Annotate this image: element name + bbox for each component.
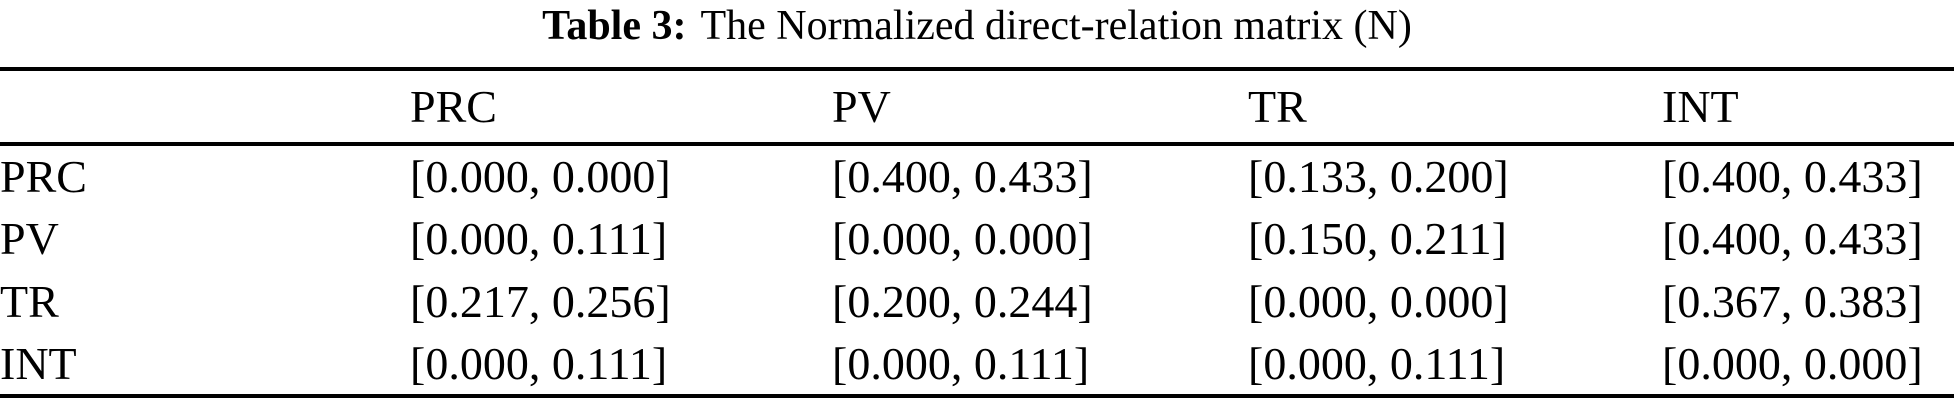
matrix-cell: [0.000, 0.111] <box>410 337 668 389</box>
matrix-cell: [0.000, 0.111] <box>832 337 1090 389</box>
matrix-cell: [0.400, 0.433] <box>832 150 1093 202</box>
row-header-int: INT <box>0 337 77 389</box>
row-header-prc: PRC <box>0 150 87 202</box>
column-header-empty <box>0 69 410 146</box>
normalized-direct-relation-matrix-table: PRC PV TR INT PRC [0.000, 0.000] [0.400,… <box>0 67 1954 398</box>
column-header-tr: TR <box>1248 69 1662 146</box>
table-caption-text: The Normalized direct-relation matrix (N… <box>700 3 1412 49</box>
table-row: INT [0.000, 0.111] [0.000, 0.111] [0.000… <box>0 333 1954 396</box>
matrix-cell: [0.000, 0.111] <box>410 212 668 264</box>
matrix-cell: [0.400, 0.433] <box>1662 212 1923 264</box>
row-header-tr: TR <box>0 275 59 327</box>
matrix-cell: [0.000, 0.000] <box>1248 275 1509 327</box>
column-header-prc: PRC <box>410 69 832 146</box>
matrix-cell: [0.000, 0.000] <box>832 212 1093 264</box>
table-row: TR [0.217, 0.256] [0.200, 0.244] [0.000,… <box>0 270 1954 333</box>
matrix-cell: [0.400, 0.433] <box>1662 150 1923 202</box>
table-header-row: PRC PV TR INT <box>0 69 1954 146</box>
matrix-cell: [0.000, 0.111] <box>1248 337 1506 389</box>
row-header-pv: PV <box>0 212 59 264</box>
table-caption-label: Table 3: <box>542 3 687 49</box>
column-header-pv: PV <box>832 69 1248 146</box>
matrix-cell: [0.133, 0.200] <box>1248 150 1509 202</box>
matrix-cell: [0.367, 0.383] <box>1662 275 1923 327</box>
matrix-cell: [0.150, 0.211] <box>1248 212 1507 264</box>
matrix-cell: [0.200, 0.244] <box>832 275 1093 327</box>
matrix-cell: [0.000, 0.000] <box>1662 337 1923 389</box>
matrix-cell: [0.217, 0.256] <box>410 275 671 327</box>
table-row: PV [0.000, 0.111] [0.000, 0.000] [0.150,… <box>0 207 1954 270</box>
table-caption: Table 3: The Normalized direct-relation m… <box>0 2 1954 50</box>
matrix-cell: [0.000, 0.000] <box>410 150 671 202</box>
table-row: PRC [0.000, 0.000] [0.400, 0.433] [0.133… <box>0 144 1954 207</box>
column-header-int: INT <box>1662 69 1954 146</box>
